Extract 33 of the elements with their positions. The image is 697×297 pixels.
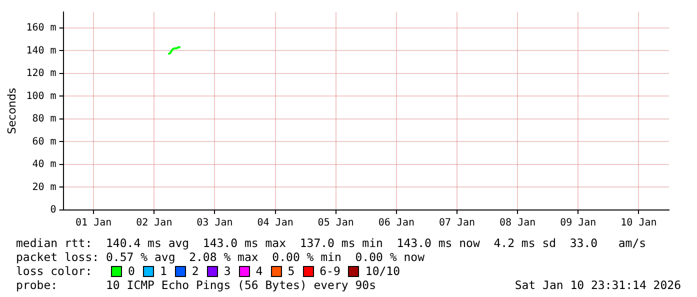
legend-label: 2 (192, 264, 199, 278)
x-tick-label: 05 Jan (318, 218, 354, 229)
x-tick-label: 04 Jan (257, 218, 294, 229)
legend-label: 10/10 (365, 264, 400, 278)
x-tick-label: 09 Jan (560, 218, 596, 229)
y-tick-label: 20 m (32, 182, 56, 193)
y-tick-label: 100 m (26, 90, 56, 102)
text: probe: 10 ICMP Echo Pings (56 Bytes) every 90s (16, 278, 376, 292)
x-tick-label: 02 Jan (136, 218, 172, 229)
y-tick-label: 0 (50, 204, 56, 216)
y-tick-label: 140 m (26, 45, 56, 56)
y-tick-label: 160 m (26, 22, 56, 34)
text: median rtt: 140.4 ms avg 143.0 ms max 137.0 ms min 143.0 ms now 4.2 ms sd 33.0 am/s (16, 236, 646, 250)
legend-label: 3 (224, 264, 231, 278)
x-tick-label: 10 Jan (620, 218, 657, 229)
text: packet loss: 0.57 % avg 2.08 % max 0.00 % min 0.00 % now (16, 250, 424, 264)
x-tick-label: 07 Jan (438, 218, 476, 229)
legend-title: loss color: (16, 264, 94, 278)
legend-label: 5 (288, 264, 295, 278)
legend-label: 0 (128, 264, 135, 278)
x-tick-label: 08 Jan (500, 218, 536, 229)
legend-label: 6-9 (320, 264, 340, 278)
x-tick-label: 03 Jan (196, 218, 233, 229)
y-tick-label: 60 m (32, 136, 56, 148)
y-tick-label: 120 m (26, 68, 56, 80)
legend-label: 1 (160, 264, 167, 278)
text: Sat Jan 10 23:31:14 2026 (514, 278, 681, 292)
y-tick-label: 40 m (32, 159, 56, 170)
y-tick-label: 80 m (32, 114, 56, 125)
x-tick-label: 06 Jan (378, 218, 414, 229)
legend-label: 4 (256, 264, 263, 278)
x-tick-label: 01 Jan (76, 218, 112, 229)
y-axis-title: Seconds (5, 88, 18, 134)
